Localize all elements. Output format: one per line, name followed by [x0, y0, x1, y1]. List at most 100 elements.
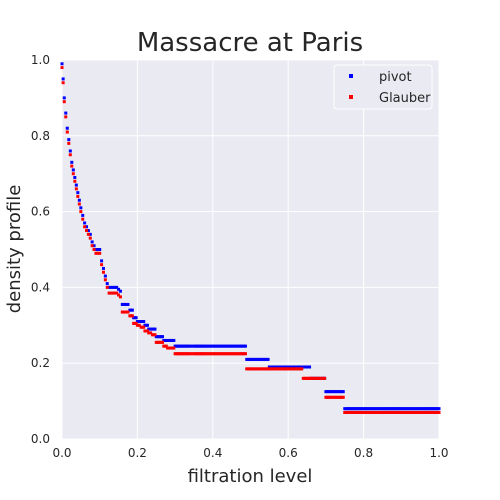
data-point: [295, 365, 299, 369]
data-point: [437, 407, 441, 411]
data-point: [409, 407, 413, 411]
data-point: [261, 367, 265, 371]
data-point: [100, 259, 104, 263]
data-point: [96, 251, 100, 255]
data-point: [238, 352, 242, 356]
data-point: [272, 367, 276, 371]
data-point: [328, 390, 332, 394]
data-point: [218, 344, 222, 348]
data-point: [233, 352, 237, 356]
legend-swatch-pivot: [349, 74, 353, 78]
data-point: [211, 344, 215, 348]
data-point: [291, 367, 295, 371]
data-point: [218, 352, 222, 356]
data-point: [291, 365, 295, 369]
data-point: [253, 367, 257, 371]
data-point: [297, 367, 301, 371]
data-point: [166, 338, 170, 342]
data-point: [399, 407, 403, 411]
data-point: [227, 352, 231, 356]
data-point: [328, 395, 332, 399]
data-point: [261, 357, 265, 361]
data-point: [315, 376, 319, 380]
data-point: [124, 302, 128, 306]
data-point: [292, 365, 296, 369]
data-point: [334, 395, 338, 399]
data-point: [371, 407, 375, 411]
data-point: [230, 344, 234, 348]
data-point: [217, 352, 221, 356]
chart-title: Massacre at Paris: [137, 28, 363, 58]
data-point: [62, 96, 66, 100]
data-point: [437, 410, 441, 414]
data-point: [166, 346, 170, 350]
data-point: [67, 141, 71, 145]
data-point: [77, 198, 81, 202]
data-point: [101, 270, 105, 274]
data-point: [379, 407, 383, 411]
data-point: [262, 357, 266, 361]
data-point: [243, 344, 247, 348]
data-point: [137, 323, 141, 327]
data-point: [212, 344, 216, 348]
data-point: [273, 365, 277, 369]
data-point: [109, 291, 113, 295]
data-point: [262, 367, 266, 371]
data-point: [70, 164, 74, 168]
data-point: [83, 221, 87, 225]
data-point: [286, 365, 290, 369]
data-point: [167, 338, 171, 342]
data-point: [312, 376, 316, 380]
data-point: [250, 367, 254, 371]
data-point: [406, 407, 410, 411]
data-point: [295, 367, 299, 371]
data-point: [118, 289, 122, 293]
data-point: [267, 365, 271, 369]
data-point: [62, 100, 66, 104]
data-point: [415, 407, 419, 411]
x-tick-label: 0.8: [354, 446, 373, 460]
grid: [61, 59, 440, 440]
data-point: [203, 344, 207, 348]
data-point: [145, 323, 149, 327]
data-point: [338, 390, 342, 394]
data-point: [230, 352, 234, 356]
data-point: [402, 407, 406, 411]
data-point: [188, 352, 192, 356]
data-point: [289, 367, 293, 371]
data-point: [415, 410, 419, 414]
data-point: [227, 344, 231, 348]
data-point: [310, 376, 314, 380]
data-point: [188, 344, 192, 348]
data-point: [229, 344, 233, 348]
data-point: [113, 291, 117, 295]
data-point: [90, 244, 94, 248]
data-point: [111, 291, 115, 295]
data-point: [209, 344, 213, 348]
data-point: [73, 175, 77, 179]
data-point: [377, 410, 381, 414]
x-tick-label: 0.2: [128, 446, 147, 460]
data-point: [224, 344, 228, 348]
data-point: [362, 407, 366, 411]
data-point: [76, 191, 80, 195]
data-point: [211, 352, 215, 356]
data-point: [412, 407, 416, 411]
y-axis-label: density profile: [4, 185, 25, 314]
data-point: [153, 327, 157, 331]
data-point: [273, 367, 277, 371]
data-point: [255, 367, 259, 371]
data-point: [60, 62, 64, 66]
data-point: [379, 410, 383, 414]
data-point: [172, 346, 176, 350]
data-point: [220, 344, 224, 348]
series-pivot: [60, 62, 441, 411]
data-point: [221, 344, 225, 348]
data-point: [161, 340, 165, 344]
data-point: [417, 407, 421, 411]
data-point: [288, 367, 292, 371]
tick-labels: 0.0 0.2 0.4 0.6 0.8 1.0 0.0 0.2 0.4 0.6 0.8 1.0: [31, 53, 449, 460]
data-point: [64, 111, 68, 115]
data-point: [100, 263, 104, 267]
